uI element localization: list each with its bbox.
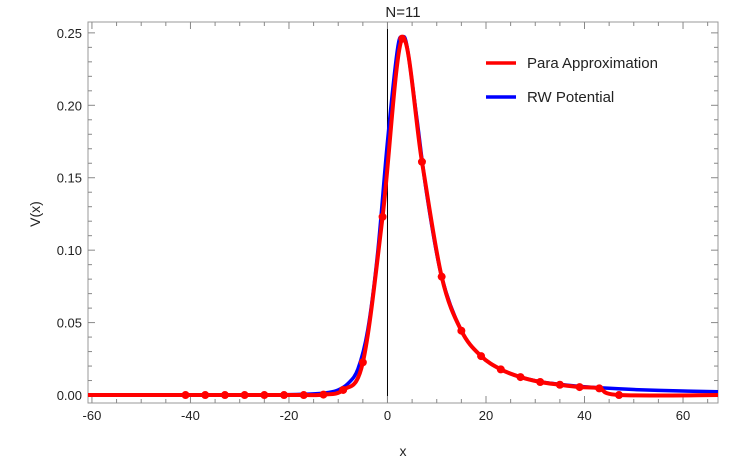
data-point-para-approximation (417, 157, 426, 166)
data-point-para-approximation (555, 380, 564, 389)
x-tick-label: 40 (577, 408, 591, 423)
x-tick-label: -40 (181, 408, 200, 423)
data-point-para-approximation (378, 212, 387, 221)
axes: -60 -40 -20 0 20 40 60 0.00 0.05 0.10 0.15 0.20 0.25 (57, 21, 719, 423)
y-axis-label: V(x) (27, 201, 43, 227)
legend: Para Approximation RW Potential (486, 55, 658, 106)
y-tick-label: 0.20 (57, 98, 82, 113)
x-tick-label: -20 (280, 408, 299, 423)
data-point-para-approximation (181, 391, 190, 400)
data-point-para-approximation (220, 391, 229, 400)
x-axis-label: x (400, 443, 407, 459)
x-tick-label: -60 (83, 408, 102, 423)
data-point-para-approximation (260, 391, 269, 400)
series-line-para-approximation (88, 36, 719, 398)
data-point-para-approximation (319, 390, 328, 399)
data-point-para-approximation (536, 377, 545, 386)
y-tick-label: 0.00 (57, 388, 82, 403)
data-point-para-approximation (457, 326, 466, 335)
plot-frame (87, 21, 719, 404)
data-point-para-approximation (516, 373, 525, 382)
data-point-para-approximation (240, 391, 249, 400)
chart-title: N=11 (385, 4, 420, 21)
legend-label-rw-potential: RW Potential (527, 89, 614, 106)
data-point-para-approximation (575, 383, 584, 392)
data-point-para-approximation (358, 358, 367, 367)
plot-area (87, 34, 719, 400)
data-point-para-approximation (201, 391, 210, 400)
y-tick-label: 0.25 (57, 26, 82, 41)
series-line-rw-potential (87, 34, 719, 397)
data-point-para-approximation (437, 272, 446, 281)
data-point-para-approximation (496, 365, 505, 374)
data-point-para-approximation (398, 34, 407, 43)
data-point-para-approximation (477, 352, 486, 361)
legend-label-para-approximation: Para Approximation (527, 55, 658, 72)
y-tick-label: 0.05 (57, 316, 82, 331)
x-tick-label: 60 (676, 408, 690, 423)
data-point-para-approximation (339, 385, 348, 394)
x-tick-label: 20 (479, 408, 493, 423)
y-tick-label: 0.10 (57, 243, 82, 258)
data-point-para-approximation (280, 391, 289, 400)
data-point-para-approximation (614, 391, 623, 400)
data-point-para-approximation (595, 384, 604, 393)
x-tick-label: 0 (384, 408, 391, 423)
data-point-para-approximation (299, 391, 308, 400)
y-tick-label: 0.15 (57, 171, 82, 186)
